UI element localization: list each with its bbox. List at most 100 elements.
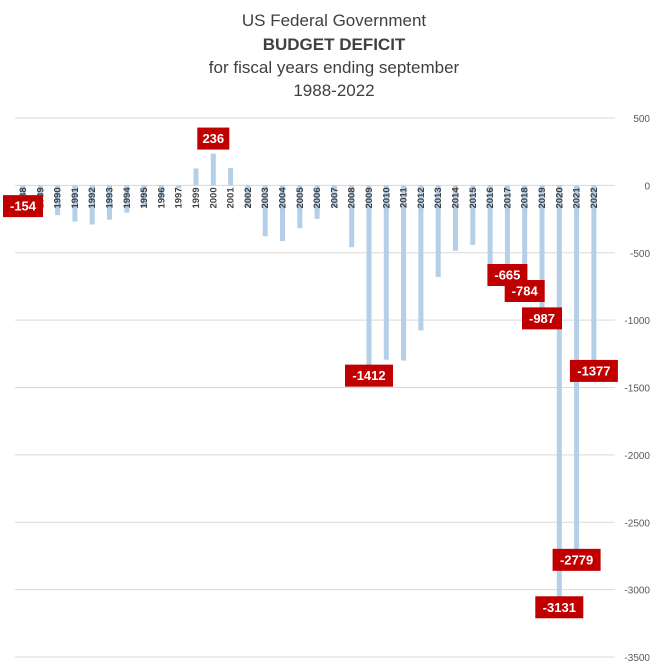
data-label-text: -784 — [512, 284, 539, 299]
data-label-box — [535, 596, 584, 619]
x-tick-label: 2011 — [399, 187, 410, 208]
y-tick-label: -1000 — [624, 316, 650, 327]
data-label-text: -2779 — [560, 552, 593, 567]
data-label-text: -987 — [529, 311, 555, 326]
x-tick-label: 2010 — [381, 187, 392, 208]
bar-2006 — [314, 185, 320, 219]
y-tick-label: -3000 — [624, 586, 650, 597]
data-label-box — [522, 307, 562, 330]
data-label-text: -665 — [494, 267, 520, 282]
x-tick-label: 1996 — [156, 187, 167, 208]
bar-2013 — [435, 185, 441, 278]
x-tick-label: 2016 — [485, 187, 496, 208]
data-label-box — [197, 127, 230, 150]
x-tick-label: 2004 — [278, 187, 289, 209]
y-tick-label: -500 — [630, 249, 650, 260]
chart-title: US Federal Government BUDGET DEFICIT for… — [209, 11, 460, 100]
bar-2022 — [591, 185, 597, 371]
data-label-2009: -1412 — [345, 364, 393, 387]
y-tick-label: 500 — [633, 114, 650, 125]
x-tick-label: 2003 — [260, 187, 271, 208]
bar-2003 — [262, 185, 268, 237]
x-tick-label: 1991 — [70, 187, 81, 209]
data-label-2021: -2779 — [552, 548, 601, 571]
x-tick-label: 2005 — [295, 187, 306, 209]
x-tick-label: 2017 — [502, 187, 513, 208]
x-tick-label: 2018 — [520, 187, 531, 208]
bar-2000 — [210, 153, 216, 186]
data-label-2000: 236 — [197, 127, 230, 150]
bar-1993 — [107, 185, 112, 220]
bar-2007 — [331, 185, 337, 208]
bar-2018 — [522, 185, 528, 292]
title-line-2: BUDGET DEFICIT — [263, 35, 406, 54]
x-tick-label: 2009 — [364, 187, 375, 208]
x-tick-label: 2019 — [537, 187, 548, 208]
data-label-box — [552, 548, 601, 571]
x-tick-label: 2015 — [468, 187, 479, 209]
data-label-2020: -3131 — [535, 596, 584, 619]
x-tick-label: 1992 — [87, 187, 98, 208]
x-tick-label: 2006 — [312, 187, 323, 208]
bar-2012 — [418, 185, 424, 331]
bar-2005 — [297, 185, 303, 229]
bar-1994 — [124, 185, 130, 213]
x-tick-label: 2012 — [416, 187, 427, 208]
bar-1997 — [176, 185, 182, 189]
x-tick-label: 2002 — [243, 187, 254, 208]
bar-2001 — [228, 168, 234, 186]
bar-2014 — [453, 185, 458, 251]
x-tick-label: 2000 — [208, 187, 219, 208]
bar-2019 — [539, 185, 545, 319]
x-tick-label: 2013 — [433, 187, 444, 208]
bar-2009 — [366, 185, 372, 376]
title-line-4: 1988-2022 — [293, 81, 374, 100]
data-labels: -154 236 -1412 -665 -784 -987 -3131 -2779 -1377 — [3, 127, 618, 619]
x-tick-label: 1995 — [139, 187, 150, 209]
bar-2011 — [401, 185, 407, 361]
x-tick-label: 1994 — [122, 187, 133, 209]
data-label-box — [504, 280, 545, 303]
bar-2004 — [280, 185, 285, 242]
data-label-box — [569, 359, 618, 382]
x-tick-label: 2008 — [347, 187, 358, 208]
data-label-text: -154 — [10, 199, 37, 214]
data-label-box — [345, 364, 393, 387]
data-label-2018: -784 — [504, 280, 545, 303]
x-tick-label: 1999 — [191, 187, 202, 208]
x-tick-label: 2022 — [589, 187, 600, 208]
bar-1995 — [141, 185, 147, 208]
bar-2008 — [349, 185, 355, 248]
data-label-1988: -154 — [3, 195, 43, 218]
bar-2016 — [487, 185, 493, 265]
data-label-2019: -987 — [522, 307, 562, 330]
bar-2015 — [470, 185, 476, 245]
y-axis-ticks: 500 0 -500 -1000 -1500 -2000 -2500 -3000 -3500 — [624, 114, 650, 664]
bar-2020 — [556, 185, 562, 608]
y-tick-label: -2500 — [624, 518, 650, 529]
bar-1992 — [89, 185, 95, 225]
y-tick-label: -1500 — [624, 384, 650, 395]
bar-1996 — [158, 185, 164, 200]
x-tick-label: 2014 — [451, 187, 462, 209]
title-line-3: for fiscal years ending september — [209, 58, 460, 77]
bar-1999 — [193, 168, 199, 186]
data-label-2022: -1377 — [569, 359, 618, 382]
bars — [20, 153, 597, 608]
y-tick-label: -3500 — [624, 653, 650, 664]
gridlines — [15, 117, 615, 658]
x-tick-label: 1997 — [174, 187, 185, 208]
bar-2017 — [504, 185, 510, 275]
y-tick-label: -2000 — [624, 451, 650, 462]
bar-2010 — [383, 185, 389, 360]
x-tick-label: 2021 — [572, 187, 583, 209]
data-label-text: -1412 — [352, 368, 385, 383]
data-label-text: -3131 — [543, 600, 576, 615]
x-tick-label: 2007 — [329, 187, 340, 208]
y-tick-label: 0 — [644, 181, 650, 192]
data-label-box — [3, 195, 43, 218]
x-tick-label: 2001 — [226, 187, 237, 209]
bar-2002 — [245, 185, 251, 207]
bar-1991 — [72, 185, 78, 222]
data-label-text: 236 — [202, 131, 224, 146]
